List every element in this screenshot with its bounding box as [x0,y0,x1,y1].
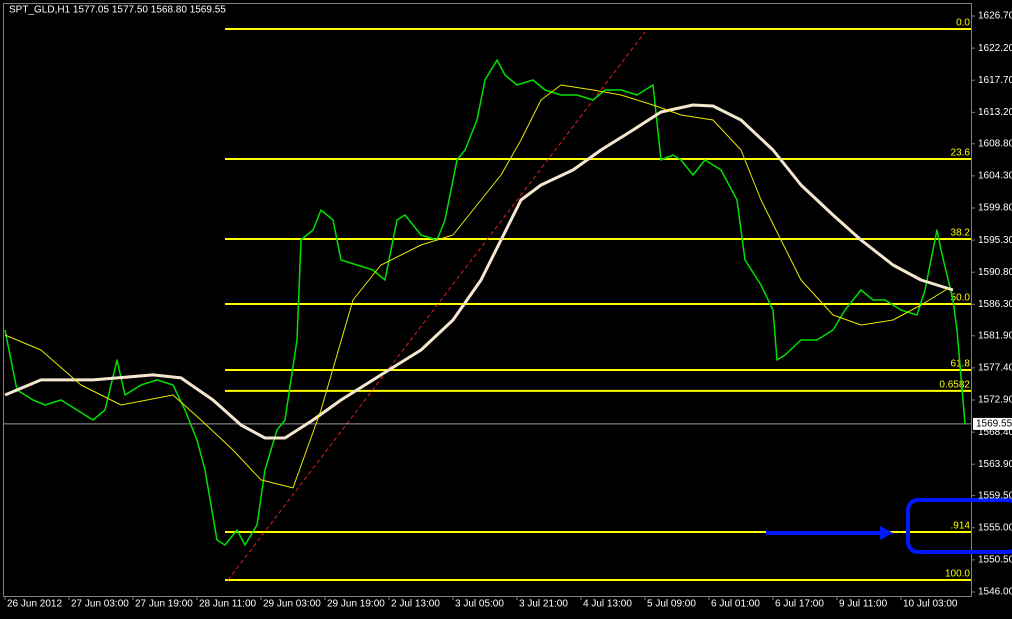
fib-label: .914 [951,521,971,532]
plot-frame [3,3,972,597]
x-tick-label: 4 Jul 13:00 [583,599,632,610]
y-tick-label: 1595.30 [978,235,1012,246]
y-tick-label: 1590.80 [978,267,1012,278]
fib-label: 100.0 [945,569,970,580]
x-tick-label: 5 Jul 09:00 [647,599,696,610]
x-tick-label: 9 Jul 11:00 [839,599,888,610]
x-tick-label: 26 Jun 2012 [7,599,62,610]
fib-label: 0.0 [956,18,970,29]
annotation-box [906,498,1012,554]
y-tick-label: 1563.90 [978,459,1012,470]
y-tick-label: 1613.20 [978,107,1012,118]
fib-label: 0.6582 [939,380,970,391]
x-tick-label: 28 Jun 11:00 [199,599,257,610]
y-tick-label: 1581.90 [978,330,1012,341]
fib-label: 23.6 [951,148,971,159]
fib-label: 38.2 [951,228,971,239]
y-tick-label: 1617.70 [978,75,1012,86]
y-tick-label: 1572.90 [978,395,1012,406]
last-price-box [973,417,1012,430]
y-tick-label: 1568.40 [978,427,1012,438]
x-tick-label: 10 Jul 03:00 [903,599,958,610]
y-tick-label: 1559.50 [978,490,1012,501]
x-tick-label: 29 Jun 19:00 [327,599,385,610]
x-tick-label: 2 Jul 13:00 [391,599,440,610]
y-tick-label: 1608.80 [978,138,1012,149]
y-tick-label: 1604.30 [978,171,1012,182]
x-tick-label: 29 Jun 03:00 [263,599,321,610]
y-tick-label: 1550.50 [978,555,1012,566]
price-line [4,59,966,546]
y-tick-label: 1599.80 [978,203,1012,214]
y-tick-label: 1555.00 [978,522,1012,533]
x-tick-label: 6 Jul 01:00 [711,599,760,610]
y-tick-label: 1546.00 [978,587,1012,598]
x-tick-label: 27 Jun 03:00 [71,599,129,610]
y-tick-label: 1586.30 [978,299,1012,310]
price-line [4,84,950,489]
chart-title: SPT_GLD,H1 1577.05 1577.50 1568.80 1569.… [9,5,226,16]
y-tick-label: 1626.70 [978,11,1012,22]
x-tick-label: 3 Jul 05:00 [455,599,504,610]
x-tick-label: 3 Jul 21:00 [519,599,568,610]
x-tick-label: 6 Jul 17:00 [775,599,824,610]
x-tick-label: 27 Jun 19:00 [135,599,193,610]
annotation-arrowhead [880,526,893,540]
price-line [4,103,954,440]
y-tick-label: 1622.20 [978,43,1012,54]
fib-trendline [227,31,646,581]
fib-label: 50.0 [951,293,971,304]
y-tick-label: 1577.40 [978,363,1012,374]
last-price-label: 1569.55 [976,419,1012,430]
